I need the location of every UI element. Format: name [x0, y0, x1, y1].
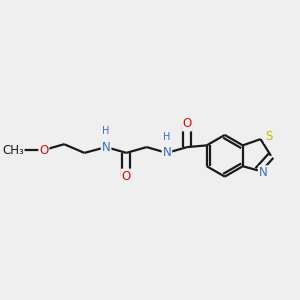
Text: O: O [182, 118, 192, 130]
Text: CH₃: CH₃ [2, 143, 24, 157]
Text: O: O [39, 143, 49, 157]
Text: N: N [259, 166, 268, 179]
Text: H: H [163, 132, 171, 142]
Text: O: O [122, 169, 131, 182]
Text: H: H [102, 126, 110, 136]
Text: N: N [102, 141, 110, 154]
Text: S: S [265, 130, 272, 143]
Text: N: N [163, 146, 171, 159]
